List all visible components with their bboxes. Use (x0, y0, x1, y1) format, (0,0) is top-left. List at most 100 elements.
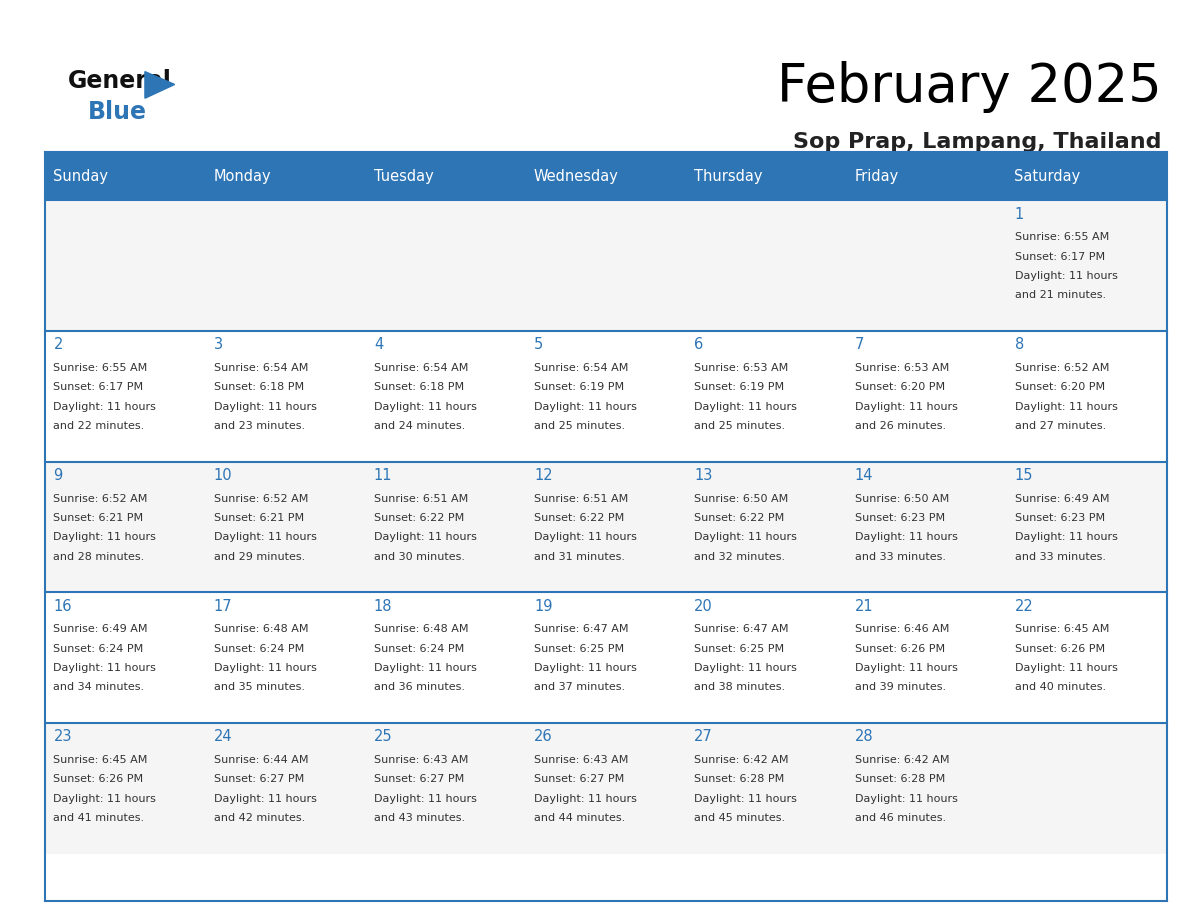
Bar (45, 462, 206, 592)
Bar (685, 592, 846, 723)
Text: Sunrise: 6:50 AM: Sunrise: 6:50 AM (854, 494, 949, 504)
Text: Daylight: 11 hours: Daylight: 11 hours (1015, 271, 1118, 281)
Text: February 2025: February 2025 (777, 62, 1162, 113)
Bar (366, 592, 526, 723)
Text: Sunrise: 6:42 AM: Sunrise: 6:42 AM (854, 756, 949, 765)
Text: Tuesday: Tuesday (373, 169, 434, 184)
Text: 6: 6 (694, 337, 703, 353)
Text: Sunrise: 6:48 AM: Sunrise: 6:48 AM (214, 624, 308, 634)
Text: 24: 24 (214, 730, 233, 744)
Text: Sunset: 6:21 PM: Sunset: 6:21 PM (214, 513, 304, 523)
Text: 13: 13 (694, 468, 713, 483)
Text: 28: 28 (854, 730, 873, 744)
Text: Sunset: 6:23 PM: Sunset: 6:23 PM (854, 513, 944, 523)
Text: 9: 9 (53, 468, 63, 483)
Text: Sunday: Sunday (53, 169, 108, 184)
Bar (846, 152, 1006, 200)
Bar (526, 330, 685, 462)
Text: Sunset: 6:19 PM: Sunset: 6:19 PM (694, 382, 784, 392)
Text: and 46 minutes.: and 46 minutes. (854, 813, 946, 823)
Bar (366, 200, 526, 330)
Text: Daylight: 11 hours: Daylight: 11 hours (535, 532, 637, 543)
Bar (526, 723, 685, 854)
Text: Sunset: 6:27 PM: Sunset: 6:27 PM (214, 775, 304, 784)
Bar (45, 723, 206, 854)
Text: Sunset: 6:27 PM: Sunset: 6:27 PM (535, 775, 625, 784)
Text: Sunrise: 6:49 AM: Sunrise: 6:49 AM (1015, 494, 1110, 504)
Bar (685, 200, 846, 330)
Text: Sunset: 6:26 PM: Sunset: 6:26 PM (854, 644, 944, 654)
Text: Sunrise: 6:54 AM: Sunrise: 6:54 AM (535, 363, 628, 373)
Text: Blue: Blue (88, 100, 147, 124)
Text: and 36 minutes.: and 36 minutes. (374, 682, 465, 692)
Text: Sunrise: 6:43 AM: Sunrise: 6:43 AM (374, 756, 468, 765)
Bar (846, 462, 1006, 592)
Text: and 41 minutes.: and 41 minutes. (53, 813, 145, 823)
Text: Sunrise: 6:54 AM: Sunrise: 6:54 AM (214, 363, 308, 373)
Text: and 44 minutes.: and 44 minutes. (535, 813, 625, 823)
Text: Daylight: 11 hours: Daylight: 11 hours (374, 663, 476, 673)
Text: Sunset: 6:17 PM: Sunset: 6:17 PM (1015, 252, 1105, 262)
Text: 12: 12 (535, 468, 552, 483)
Text: and 26 minutes.: and 26 minutes. (854, 420, 946, 431)
Text: Sunset: 6:22 PM: Sunset: 6:22 PM (694, 513, 784, 523)
Text: Daylight: 11 hours: Daylight: 11 hours (53, 663, 157, 673)
Text: General: General (68, 69, 171, 93)
Bar (206, 723, 366, 854)
Text: Sunrise: 6:54 AM: Sunrise: 6:54 AM (374, 363, 468, 373)
Text: Sunset: 6:20 PM: Sunset: 6:20 PM (854, 382, 944, 392)
Text: and 33 minutes.: and 33 minutes. (1015, 552, 1106, 562)
Text: 27: 27 (694, 730, 713, 744)
Text: and 39 minutes.: and 39 minutes. (854, 682, 946, 692)
Text: and 24 minutes.: and 24 minutes. (374, 420, 466, 431)
Text: Sunset: 6:27 PM: Sunset: 6:27 PM (374, 775, 465, 784)
Text: Sunset: 6:18 PM: Sunset: 6:18 PM (214, 382, 304, 392)
Text: 15: 15 (1015, 468, 1034, 483)
Bar (366, 723, 526, 854)
Bar (846, 330, 1006, 462)
Text: Sunset: 6:28 PM: Sunset: 6:28 PM (694, 775, 784, 784)
Text: 26: 26 (535, 730, 552, 744)
Bar (366, 462, 526, 592)
Text: Sunrise: 6:52 AM: Sunrise: 6:52 AM (214, 494, 308, 504)
Bar (206, 152, 366, 200)
Bar (206, 592, 366, 723)
Text: Sunset: 6:22 PM: Sunset: 6:22 PM (374, 513, 465, 523)
Text: Sunrise: 6:50 AM: Sunrise: 6:50 AM (694, 494, 789, 504)
Bar (685, 723, 846, 854)
Bar (846, 723, 1006, 854)
Text: Sunrise: 6:49 AM: Sunrise: 6:49 AM (53, 624, 148, 634)
Text: and 43 minutes.: and 43 minutes. (374, 813, 465, 823)
Bar (206, 200, 366, 330)
Bar (1006, 723, 1167, 854)
Text: 21: 21 (854, 599, 873, 614)
Text: and 33 minutes.: and 33 minutes. (854, 552, 946, 562)
Text: Daylight: 11 hours: Daylight: 11 hours (535, 663, 637, 673)
Text: Daylight: 11 hours: Daylight: 11 hours (854, 401, 958, 411)
Text: 4: 4 (374, 337, 384, 353)
Text: Daylight: 11 hours: Daylight: 11 hours (694, 663, 797, 673)
Text: Sunset: 6:25 PM: Sunset: 6:25 PM (535, 644, 624, 654)
Bar (526, 462, 685, 592)
Text: 7: 7 (854, 337, 864, 353)
Bar (45, 330, 206, 462)
Text: Sunrise: 6:52 AM: Sunrise: 6:52 AM (53, 494, 147, 504)
Bar (1006, 152, 1167, 200)
Text: Daylight: 11 hours: Daylight: 11 hours (214, 532, 316, 543)
Text: Sunrise: 6:51 AM: Sunrise: 6:51 AM (374, 494, 468, 504)
Text: Sunrise: 6:55 AM: Sunrise: 6:55 AM (53, 363, 147, 373)
Text: Sunrise: 6:53 AM: Sunrise: 6:53 AM (854, 363, 949, 373)
Bar (1006, 200, 1167, 330)
Text: Daylight: 11 hours: Daylight: 11 hours (53, 794, 157, 803)
Text: 16: 16 (53, 599, 72, 614)
Text: Friday: Friday (854, 169, 898, 184)
Text: Thursday: Thursday (694, 169, 763, 184)
Text: Daylight: 11 hours: Daylight: 11 hours (53, 532, 157, 543)
Text: 19: 19 (535, 599, 552, 614)
Text: 8: 8 (1015, 337, 1024, 353)
Text: Sunrise: 6:47 AM: Sunrise: 6:47 AM (694, 624, 789, 634)
Bar (45, 152, 206, 200)
Bar (1006, 462, 1167, 592)
Bar (526, 200, 685, 330)
Bar (685, 462, 846, 592)
